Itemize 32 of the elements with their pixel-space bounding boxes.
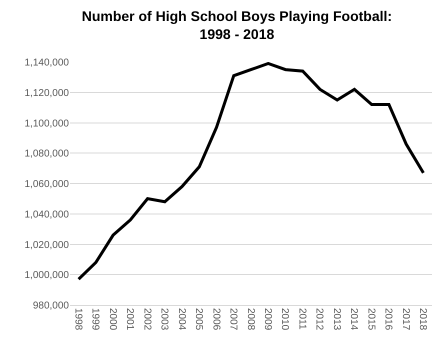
x-tick-label: 2004 (176, 308, 187, 331)
y-tick-label: 1,100,000 (24, 118, 70, 130)
y-tick-label: 1,000,000 (24, 270, 70, 282)
x-tick-label: 2006 (210, 308, 222, 331)
x-tick-label: 2003 (158, 308, 170, 331)
x-tick-label: 2012 (314, 308, 325, 331)
x-tick-label: 2009 (262, 308, 273, 331)
x-tick-label: 2017 (400, 308, 411, 331)
y-tick-label: 1,040,000 (24, 209, 70, 220)
x-tick-label: 2015 (365, 308, 376, 331)
x-tick-label: 1998 (72, 308, 84, 331)
x-tick-label: 2016 (382, 308, 394, 331)
y-tick-label: 1,020,000 (24, 240, 70, 251)
x-tick-label: 2008 (244, 308, 256, 331)
y-tick-label: 1,060,000 (24, 179, 70, 190)
x-tick-label: 2014 (348, 308, 360, 331)
y-tick-label: 1,120,000 (24, 88, 70, 99)
x-tick-label: 2007 (228, 308, 239, 331)
x-tick-label: 2001 (124, 308, 136, 331)
chart-title: Number of High School Boys Playing Football: 1998 - 2018 (82, 8, 392, 42)
y-tick-label: 980,000 (32, 300, 70, 312)
x-tick-label: 1999 (90, 308, 101, 331)
x-tick-label: 2000 (106, 308, 118, 331)
x-tick-label: 2005 (193, 308, 204, 331)
x-tick-label: 2011 (296, 308, 308, 330)
x-tick-label: 2018 (417, 308, 428, 331)
x-tick-label: 2002 (141, 308, 152, 331)
y-tick-label: 1,140,000 (24, 58, 70, 68)
x-tick-label: 2013 (330, 308, 342, 331)
line-series (77, 62, 425, 281)
x-tick-label: 2010 (279, 308, 290, 331)
y-tick-label: 1,080,000 (24, 148, 70, 160)
